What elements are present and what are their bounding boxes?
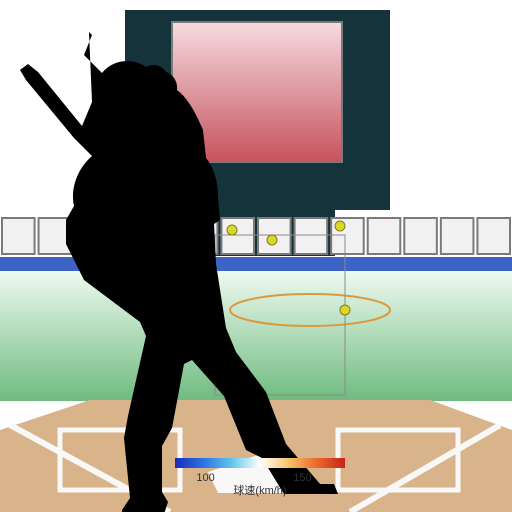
pitch-location-chart: 100 150 球速(km/h) [0, 0, 512, 512]
legend-tick: 150 [293, 472, 311, 484]
pitch-marker [227, 225, 237, 235]
pitch-marker [335, 221, 345, 231]
stands-box [477, 218, 510, 254]
stands-box [295, 218, 328, 254]
stands-box [368, 218, 401, 254]
stands-box [441, 218, 474, 254]
stands-box [2, 218, 35, 254]
legend-tick: 100 [196, 472, 214, 484]
stands-box [221, 218, 254, 254]
pitch-marker [267, 235, 277, 245]
stands-box [404, 218, 437, 254]
pitch-marker [340, 305, 350, 315]
speed-colorbar [175, 458, 345, 468]
legend-label: 球速(km/h) [233, 483, 286, 497]
